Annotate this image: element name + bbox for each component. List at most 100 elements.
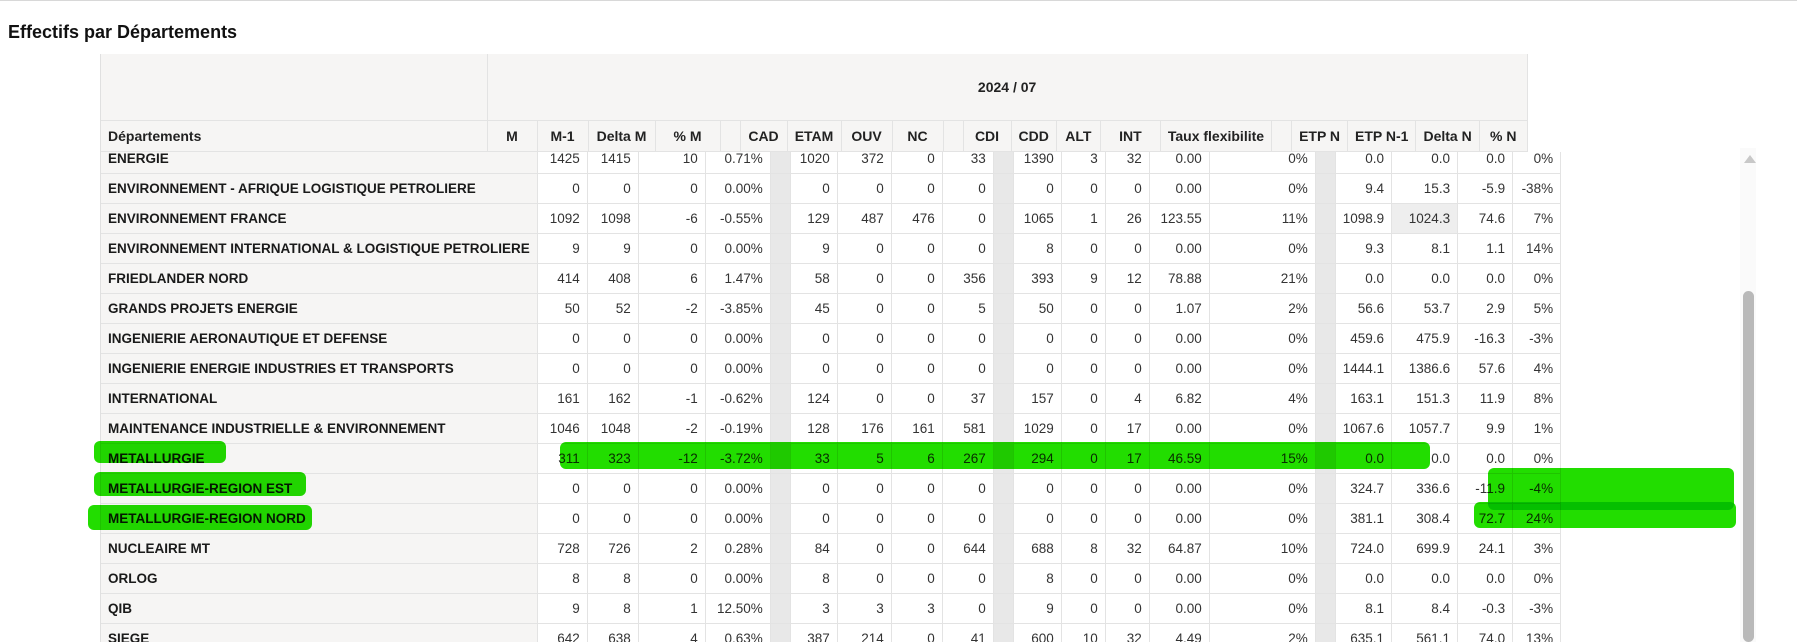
table-row[interactable]: INTERNATIONAL 161 162 -1 -0.62% 124 0 0 37 157 0 4 6… <box>101 383 1562 414</box>
cell-pct-m: -0.62% <box>705 383 771 414</box>
cell-etam: 214 <box>837 623 892 642</box>
table-row[interactable]: ORLOG 8 8 0 0.00% 8 0 0 0 8 0 0 0.00 0% 0.0 0.0 0.0 0% <box>101 563 1562 594</box>
cell-delta-n: 24.1 <box>1457 533 1514 564</box>
cell-cad: 387 <box>790 623 838 642</box>
cell-cad: 3 <box>790 593 838 624</box>
column-header-taux: Taux flexibilite <box>1160 120 1273 152</box>
table-row[interactable]: ENERGIE 1425 1415 10 0.71% 1020 372 0 33 1390 3 32 0… <box>101 152 1562 174</box>
cell-int: 123.55 <box>1149 203 1210 234</box>
department-name: QIB <box>101 593 538 624</box>
cell-cdi: 294 <box>1013 443 1062 474</box>
cell-taux: 15% <box>1209 443 1316 474</box>
department-name: ENVIRONNEMENT INTERNATIONAL & LOGISTIQUE… <box>101 233 538 264</box>
cell-nc: 0 <box>942 233 994 264</box>
cell-delta-m: 0 <box>638 173 706 204</box>
department-name: ENERGIE <box>101 152 538 174</box>
scrollbar-thumb[interactable] <box>1743 291 1754 642</box>
cell-taux: 10% <box>1209 533 1316 564</box>
cell-delta-m: -2 <box>638 293 706 324</box>
cell-delta-m: 4 <box>638 623 706 642</box>
cell-cad: 128 <box>790 413 838 444</box>
cell-etp-n: 0.0 <box>1335 152 1393 174</box>
cell-etp-n1: 1057.7 <box>1391 413 1459 444</box>
cell-etp-n1: 561.1 <box>1391 623 1459 642</box>
cell-int: 0.00 <box>1149 173 1210 204</box>
cell-delta-n: -16.3 <box>1457 323 1514 354</box>
cell-m1: 638 <box>587 623 639 642</box>
table-row[interactable]: FRIEDLANDER NORD 414 408 6 1.47% 58 0 0 356 393 9 1… <box>101 263 1562 294</box>
table-row[interactable]: INGENIERIE ENERGIE INDUSTRIES ET TRANSPO… <box>101 353 1562 384</box>
cell-etam: 176 <box>837 413 892 444</box>
column-separator <box>770 623 791 642</box>
cell-nc: 41 <box>942 623 994 642</box>
cell-taux: 0% <box>1209 473 1316 504</box>
cell-cad: 0 <box>790 353 838 384</box>
cell-int: 0.00 <box>1149 233 1210 264</box>
table-row[interactable]: METALLURGIE-REGION NORD 0 0 0 0.00% 0 0 0 0 0 0 0 0.… <box>101 503 1562 534</box>
table-row[interactable]: INGENIERIE AERONAUTIQUE ET DEFENSE 0 0 0 0.0… <box>101 323 1562 354</box>
cell-ouv: 161 <box>891 413 943 444</box>
cell-taux: 0% <box>1209 323 1316 354</box>
cell-etp-n1: 699.9 <box>1391 533 1459 564</box>
column-separator <box>1315 473 1336 504</box>
cell-m: 1092 <box>537 203 588 234</box>
column-separator <box>1315 323 1336 354</box>
column-separator <box>1271 120 1293 152</box>
cell-cdd: 0 <box>1061 383 1106 414</box>
cell-taux: 0% <box>1209 353 1316 384</box>
department-name: METALLURGIE-REGION NORD <box>101 503 538 534</box>
cell-alt: 0 <box>1105 233 1150 264</box>
period-header: 2024 / 07 <box>487 54 1528 121</box>
cell-taux: 21% <box>1209 263 1316 294</box>
cell-delta-m: -2 <box>638 413 706 444</box>
cell-alt: 17 <box>1105 443 1150 474</box>
column-separator <box>1315 203 1336 234</box>
column-separator <box>993 293 1014 324</box>
cell-cdd: 0 <box>1061 293 1106 324</box>
cell-m: 642 <box>537 623 588 642</box>
table-row[interactable]: ENVIRONNEMENT - AFRIQUE LOGISTIQUE PETRO… <box>101 173 1562 204</box>
cell-cdi: 0 <box>1013 473 1062 504</box>
department-name: INGENIERIE ENERGIE INDUSTRIES ET TRANSPO… <box>101 353 538 384</box>
table-row[interactable]: SIEGE 642 638 4 0.63% 387 214 0 41 600 10 32 4.49 2% 6… <box>101 623 1562 642</box>
cell-etp-n: 8.1 <box>1335 593 1393 624</box>
cell-ouv: 0 <box>891 473 943 504</box>
table-row[interactable]: GRANDS PROJETS ENERGIE 50 52 -2 -3.85% 45 0 0 5 5… <box>101 293 1562 324</box>
column-separator <box>770 152 791 174</box>
table-row[interactable]: METALLURGIE-REGION EST 0 0 0 0.00% 0 0 0 0 0 0 0 0.0… <box>101 473 1562 504</box>
cell-delta-n: 2.9 <box>1457 293 1514 324</box>
table-row[interactable]: NUCLEAIRE MT 728 726 2 0.28% 84 0 0 644 688 8 32 64.… <box>101 533 1562 564</box>
cell-ouv: 0 <box>891 503 943 534</box>
column-header-etp-n1: ETP N-1 <box>1347 120 1417 152</box>
cell-cad: 0 <box>790 173 838 204</box>
cell-etp-n: 459.6 <box>1335 323 1393 354</box>
table-body-viewport[interactable]: ENERGIE 1425 1415 10 0.71% 1020 372 0 33 1390 3 32 0… <box>101 152 1741 642</box>
cell-cdi: 50 <box>1013 293 1062 324</box>
cell-etam: 0 <box>837 503 892 534</box>
cell-pct-n: -4% <box>1512 473 1562 504</box>
cell-ouv: 3 <box>891 593 943 624</box>
cell-cdi: 157 <box>1013 383 1062 414</box>
column-separator <box>770 503 791 534</box>
scroll-up-arrow-icon[interactable] <box>1744 155 1756 163</box>
column-separator <box>1315 293 1336 324</box>
cell-etp-n: 1444.1 <box>1335 353 1393 384</box>
column-header-m: M <box>487 120 538 152</box>
table-row[interactable]: QIB 9 8 1 12.50% 3 3 3 0 9 0 0 0.00 0% 8.1 8.4 -0.3 -3% <box>101 593 1562 624</box>
cell-alt: 32 <box>1105 533 1150 564</box>
cell-pct-n: 0% <box>1512 563 1562 594</box>
cell-int: 78.88 <box>1149 263 1210 294</box>
cell-pct-n: 7% <box>1512 203 1562 234</box>
cell-alt: 12 <box>1105 263 1150 294</box>
cell-etam: 0 <box>837 233 892 264</box>
cell-nc: 644 <box>942 533 994 564</box>
table-row[interactable]: ENVIRONNEMENT INTERNATIONAL & LOGISTIQUE… <box>101 233 1562 264</box>
table-row[interactable]: ENVIRONNEMENT FRANCE 1092 1098 -6 -0.55% 129 4… <box>101 203 1562 234</box>
table-row[interactable]: MAINTENANCE INDUSTRIELLE & ENVIRONNEMENT… <box>101 413 1562 444</box>
department-name: ORLOG <box>101 563 538 594</box>
column-separator <box>993 173 1014 204</box>
table-row[interactable]: METALLURGIE 311 323 -12 -3.72% 33 5 6 267 294 0 17 4… <box>101 443 1562 474</box>
cell-m1: 0 <box>587 353 639 384</box>
cell-pct-n: 4% <box>1512 353 1562 384</box>
cell-delta-n: 74.6 <box>1457 203 1514 234</box>
